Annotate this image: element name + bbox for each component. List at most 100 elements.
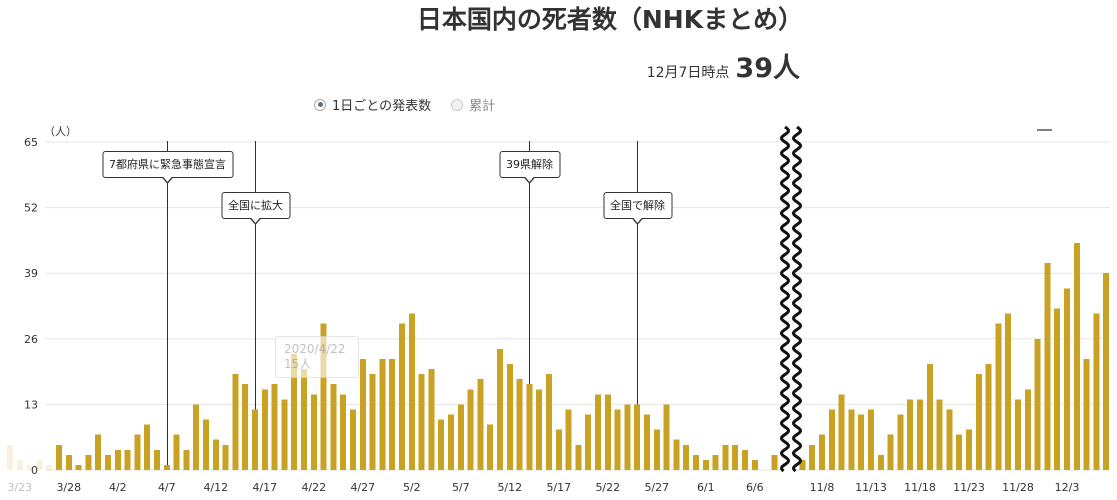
bar[interactable] <box>771 454 778 470</box>
bar[interactable] <box>956 434 963 470</box>
bar[interactable] <box>7 444 13 470</box>
bar[interactable] <box>663 404 670 470</box>
bar[interactable] <box>917 399 923 470</box>
bar[interactable] <box>114 449 121 470</box>
bar[interactable] <box>26 464 33 470</box>
bar[interactable] <box>946 409 953 470</box>
bar[interactable] <box>95 434 102 470</box>
bar[interactable] <box>848 409 855 470</box>
bar[interactable] <box>252 409 258 470</box>
bar[interactable] <box>163 464 170 470</box>
bar[interactable] <box>751 459 758 470</box>
bar[interactable] <box>604 394 611 470</box>
bar[interactable] <box>85 454 92 470</box>
bar[interactable] <box>1103 273 1110 470</box>
bar[interactable] <box>732 444 739 470</box>
bar[interactable] <box>653 429 660 470</box>
bar[interactable] <box>212 439 219 470</box>
bar[interactable] <box>105 454 111 470</box>
bar[interactable] <box>926 364 933 470</box>
bar[interactable] <box>428 369 435 470</box>
bar[interactable] <box>936 399 943 470</box>
radio-cumulative[interactable]: 累計 <box>451 95 495 114</box>
bar[interactable] <box>301 369 307 470</box>
bar[interactable] <box>232 374 239 470</box>
bar[interactable] <box>183 449 190 470</box>
bar[interactable] <box>595 394 601 470</box>
bar[interactable] <box>877 454 884 470</box>
bar[interactable] <box>320 323 327 470</box>
bar[interactable] <box>359 358 366 470</box>
bar[interactable] <box>985 364 992 470</box>
bar[interactable] <box>614 409 621 470</box>
bar[interactable] <box>369 374 376 470</box>
bar[interactable] <box>966 429 972 470</box>
bar[interactable] <box>16 459 23 470</box>
bar[interactable] <box>281 399 288 470</box>
bar[interactable] <box>799 459 806 470</box>
bar[interactable] <box>995 323 1002 470</box>
bar[interactable] <box>1044 263 1051 470</box>
bar[interactable] <box>379 358 386 470</box>
bar[interactable] <box>477 379 484 470</box>
bar[interactable] <box>624 404 631 470</box>
bar[interactable] <box>1005 313 1012 470</box>
bar[interactable] <box>193 404 200 470</box>
bar[interactable] <box>408 313 415 470</box>
bar[interactable] <box>438 419 445 470</box>
bar[interactable] <box>506 364 513 470</box>
bar[interactable] <box>271 384 278 470</box>
bar[interactable] <box>1073 242 1080 470</box>
bar[interactable] <box>36 459 43 470</box>
radio-button-icon[interactable] <box>314 98 326 111</box>
bar[interactable] <box>154 449 160 470</box>
bar[interactable] <box>907 399 914 470</box>
bar[interactable] <box>1093 313 1100 470</box>
bar[interactable] <box>575 444 582 470</box>
bar[interactable] <box>46 464 53 470</box>
bar[interactable] <box>497 348 503 470</box>
bar[interactable] <box>526 384 533 470</box>
bar[interactable] <box>693 454 699 470</box>
bar[interactable] <box>487 424 494 470</box>
radio-button-icon[interactable] <box>451 98 464 111</box>
bar[interactable] <box>291 353 298 470</box>
bar[interactable] <box>887 434 894 470</box>
bar[interactable] <box>1015 399 1021 470</box>
bar[interactable] <box>448 414 454 470</box>
radio-daily[interactable]: 1日ごとの発表数 <box>314 95 431 114</box>
bar[interactable] <box>134 434 141 470</box>
bar[interactable] <box>173 434 180 470</box>
bar[interactable] <box>467 389 474 470</box>
bar[interactable] <box>838 394 845 470</box>
bar[interactable] <box>310 394 317 470</box>
bar[interactable] <box>1064 288 1070 470</box>
bar[interactable] <box>399 323 405 470</box>
bar[interactable] <box>1034 338 1041 470</box>
bar[interactable] <box>702 459 709 470</box>
bar[interactable] <box>1083 358 1090 470</box>
bar[interactable] <box>722 444 729 470</box>
bar[interactable] <box>1024 389 1031 470</box>
bar[interactable] <box>203 419 209 470</box>
bar[interactable] <box>56 444 62 470</box>
bar[interactable] <box>555 429 562 470</box>
bar[interactable] <box>124 449 131 470</box>
bar[interactable] <box>457 404 464 470</box>
bar[interactable] <box>828 409 835 470</box>
bar[interactable] <box>75 464 82 470</box>
bar[interactable] <box>340 394 347 470</box>
bar[interactable] <box>712 454 719 470</box>
bar[interactable] <box>350 409 356 470</box>
bar[interactable] <box>585 414 592 470</box>
bar[interactable] <box>516 379 523 470</box>
bar[interactable] <box>546 374 552 470</box>
bar[interactable] <box>65 454 72 470</box>
bar[interactable] <box>330 384 337 470</box>
bar[interactable] <box>868 409 874 470</box>
bar[interactable] <box>683 444 690 470</box>
bar[interactable] <box>389 358 396 470</box>
bar[interactable] <box>819 434 825 470</box>
bar[interactable] <box>1054 308 1061 470</box>
bar[interactable] <box>418 374 425 470</box>
